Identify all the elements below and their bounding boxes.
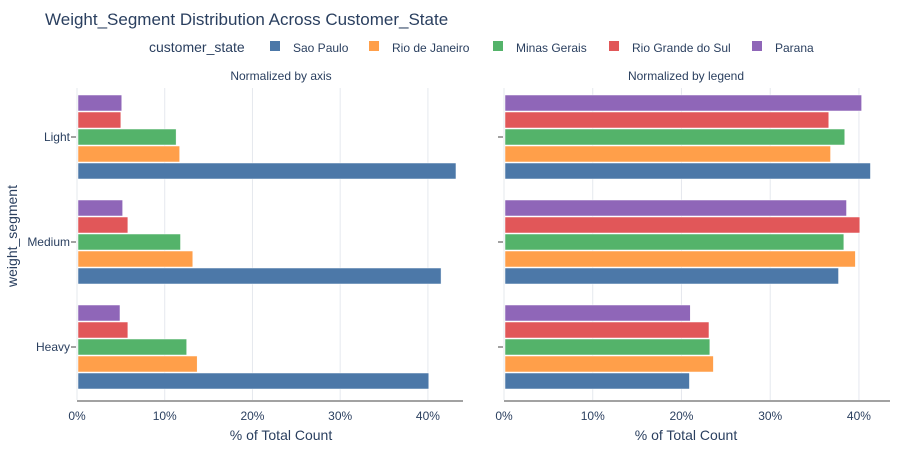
bar-rio-de-janeiro-heavy[interactable] xyxy=(77,355,198,373)
bar-rio-grande-do-sul-medium[interactable] xyxy=(504,216,861,234)
bar-parana-heavy[interactable] xyxy=(504,304,691,322)
x-tick-label: 40% xyxy=(847,409,871,423)
x-tick-label: 40% xyxy=(416,409,440,423)
bar-rio-de-janeiro-medium[interactable] xyxy=(504,250,856,268)
bar-rio-grande-do-sul-medium[interactable] xyxy=(77,216,129,234)
legend-swatch[interactable] xyxy=(609,41,619,51)
bar-rio-de-janeiro-light[interactable] xyxy=(504,145,831,163)
panel-normalized-by-axis: Normalized by axis % of Total Count 0% 10… xyxy=(68,69,463,443)
x-axis-title: % of Total Count xyxy=(635,427,738,443)
bar-rio-de-janeiro-heavy[interactable] xyxy=(504,355,714,373)
x-tick-label: 10% xyxy=(581,409,605,423)
y-axis-title: weight_segment xyxy=(4,185,20,288)
legend: customer_state Sao Paulo Rio de Janeiro Mi… xyxy=(149,39,814,55)
chart-title: Weight_Segment Distribution Across Custo… xyxy=(45,10,448,29)
bar-rio-grande-do-sul-heavy[interactable] xyxy=(504,321,710,339)
x-tick-label: 20% xyxy=(240,409,264,423)
bar-rio-grande-do-sul-light[interactable] xyxy=(504,111,830,129)
x-tick-label: 30% xyxy=(328,409,352,423)
bar-sao-paulo-heavy[interactable] xyxy=(504,372,690,390)
bar-rio-grande-do-sul-light[interactable] xyxy=(77,111,122,129)
x-axis-title: % of Total Count xyxy=(230,427,333,443)
x-tick-label: 10% xyxy=(153,409,177,423)
bar-sao-paulo-medium[interactable] xyxy=(77,267,442,285)
y-tick-label: Heavy xyxy=(36,340,70,354)
x-tick-label: 30% xyxy=(758,409,782,423)
bar-sao-paulo-light[interactable] xyxy=(77,162,457,180)
bar-minas-gerais-light[interactable] xyxy=(504,128,845,146)
x-tick-label: 0% xyxy=(68,409,86,423)
bar-parana-medium[interactable] xyxy=(77,199,123,217)
bar-parana-medium[interactable] xyxy=(504,199,847,217)
panel-subtitle: Normalized by axis xyxy=(230,69,331,83)
bar-sao-paulo-medium[interactable] xyxy=(504,267,839,285)
bar-parana-light[interactable] xyxy=(504,94,862,112)
x-tick-label: 20% xyxy=(669,409,693,423)
y-tick-label: Light xyxy=(44,130,71,144)
bar-parana-heavy[interactable] xyxy=(77,304,121,322)
bar-parana-light[interactable] xyxy=(77,94,122,112)
y-tick-label: Medium xyxy=(27,235,70,249)
legend-swatch[interactable] xyxy=(493,41,503,51)
bar-minas-gerais-heavy[interactable] xyxy=(504,338,711,356)
legend-label[interactable]: Minas Gerais xyxy=(516,41,587,55)
x-tick-label: 0% xyxy=(495,409,513,423)
legend-label[interactable]: Parana xyxy=(775,41,814,55)
legend-label[interactable]: Rio de Janeiro xyxy=(392,41,470,55)
bar-minas-gerais-light[interactable] xyxy=(77,128,177,146)
bar-minas-gerais-medium[interactable] xyxy=(77,233,181,251)
legend-swatch[interactable] xyxy=(752,41,762,51)
bar-minas-gerais-heavy[interactable] xyxy=(77,338,187,356)
bar-rio-de-janeiro-light[interactable] xyxy=(77,145,180,163)
panel-subtitle: Normalized by legend xyxy=(628,69,744,83)
bar-sao-paulo-heavy[interactable] xyxy=(77,372,430,390)
legend-title: customer_state xyxy=(149,39,245,55)
bar-rio-de-janeiro-medium[interactable] xyxy=(77,250,194,268)
legend-label[interactable]: Rio Grande do Sul xyxy=(632,41,731,55)
legend-label[interactable]: Sao Paulo xyxy=(293,41,349,55)
bar-rio-grande-do-sul-heavy[interactable] xyxy=(77,321,129,339)
legend-swatch[interactable] xyxy=(270,41,280,51)
legend-swatch[interactable] xyxy=(369,41,379,51)
panel-normalized-by-legend: Normalized by legend % of Total Count 0%… xyxy=(495,69,890,443)
bar-sao-paulo-light[interactable] xyxy=(504,162,871,180)
bar-minas-gerais-medium[interactable] xyxy=(504,233,845,251)
